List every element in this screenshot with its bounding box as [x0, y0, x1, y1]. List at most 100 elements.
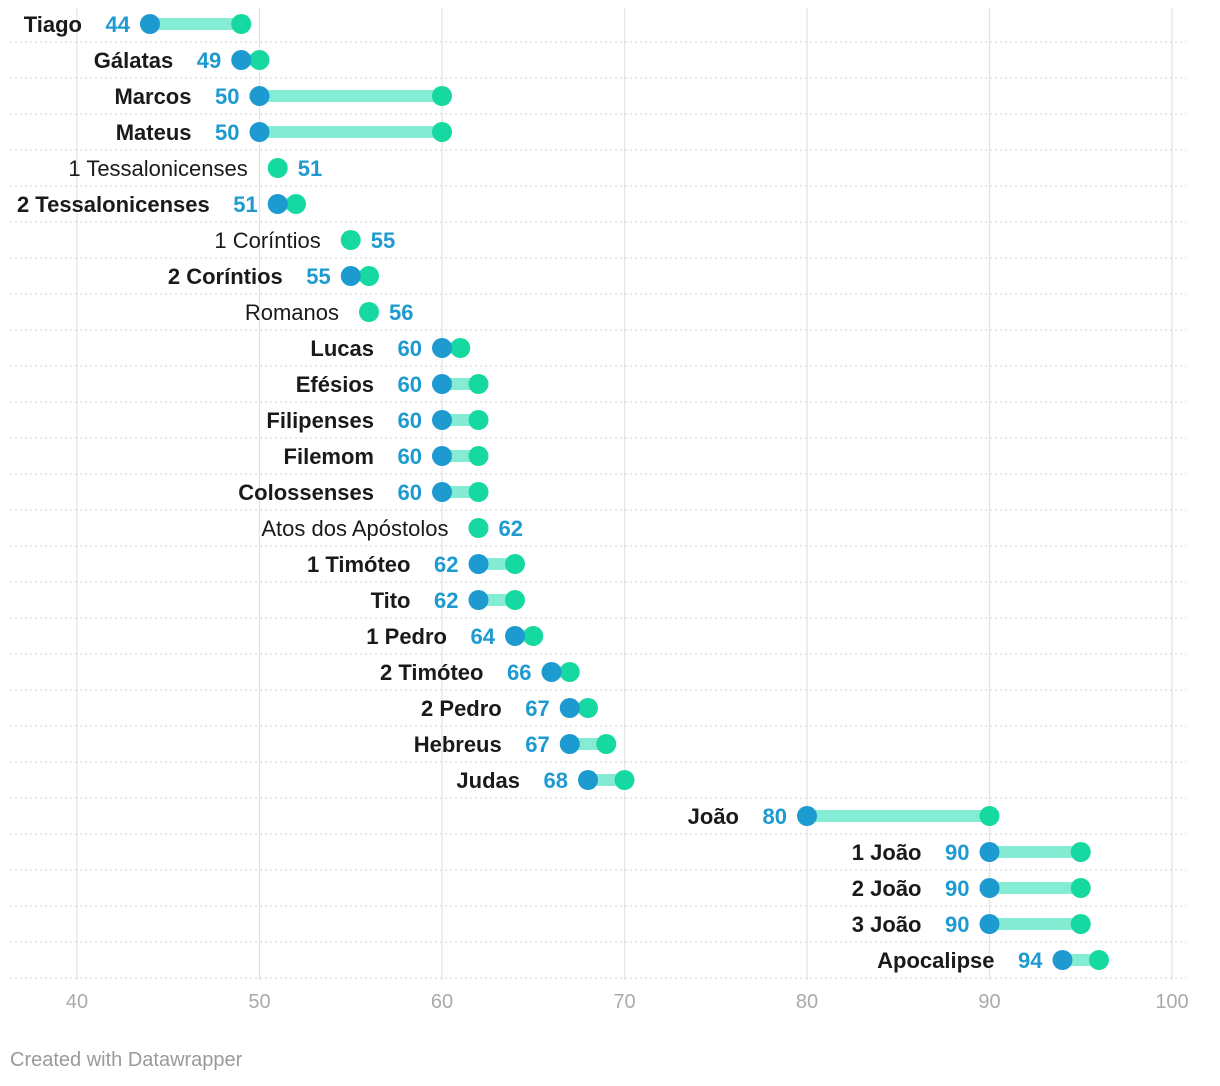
x-tick-label-50: 50 — [248, 991, 270, 1013]
row-2: 49 Gálatas — [94, 48, 270, 73]
start-dot — [468, 554, 489, 574]
x-tick-label-80: 80 — [796, 991, 818, 1013]
end-dot — [505, 590, 525, 610]
start-dot — [249, 86, 270, 106]
category-label: 2 Coríntios — [168, 264, 283, 289]
row-23: 80 João — [688, 804, 1000, 829]
end-dot — [578, 698, 598, 718]
start-dot — [432, 338, 452, 358]
row-18: 64 1 Pedro — [366, 624, 544, 649]
category-label: 1 Coríntios — [214, 228, 320, 253]
start-dot — [1052, 950, 1073, 970]
x-tick-label-70: 70 — [613, 991, 635, 1013]
end-dot — [432, 122, 452, 142]
end-dot — [523, 626, 544, 646]
start-dot — [505, 626, 525, 646]
category-label: 1 Pedro — [366, 624, 447, 649]
value-label: 60 — [398, 480, 422, 505]
category-label: 2 Timóteo — [380, 660, 484, 685]
datawrapper-credit: Created with Datawrapper — [10, 1049, 243, 1071]
category-label: Judas — [456, 768, 520, 793]
x-axis-ticks: 40 50 60 70 80 90 100 — [66, 991, 1189, 1013]
value-label: 50 — [215, 84, 239, 109]
end-dot — [596, 734, 617, 754]
row-8: 55 2 Coríntios — [168, 264, 379, 289]
end-dot — [559, 662, 580, 682]
category-label: João — [688, 804, 739, 829]
end-dot — [468, 446, 489, 466]
category-label: Gálatas — [94, 48, 174, 73]
start-dot — [797, 806, 817, 826]
category-label: Filipenses — [266, 408, 374, 433]
x-tick-label-40: 40 — [66, 991, 88, 1013]
start-dot — [468, 590, 489, 610]
value-label: 60 — [398, 444, 422, 469]
start-dot — [541, 662, 562, 682]
start-dot — [432, 482, 452, 502]
end-dot — [468, 410, 489, 430]
row-13: 60 Filemom — [284, 444, 489, 469]
row-4: 50 Mateus — [116, 120, 452, 145]
value-label: 67 — [525, 732, 549, 757]
row-separators — [10, 41, 1186, 979]
value-label: 60 — [398, 372, 422, 397]
row-5: 51 1 Tessalonicenses — [68, 156, 322, 181]
value-label: 56 — [389, 300, 413, 325]
value-label: 62 — [434, 552, 458, 577]
value-label: 68 — [544, 768, 568, 793]
row-3: 50 Marcos — [114, 84, 452, 109]
value-label: 66 — [507, 660, 531, 685]
category-label: 1 João — [852, 840, 922, 865]
row-15: 62 Atos dos Apóstolos — [261, 516, 523, 541]
start-dot — [140, 14, 160, 34]
start-dot — [249, 122, 270, 142]
end-dot — [468, 374, 489, 394]
row-17: 62 Tito — [371, 588, 525, 613]
end-dot — [267, 158, 288, 178]
start-dot — [559, 734, 580, 754]
value-label: 51 — [298, 156, 322, 181]
value-label: 90 — [945, 876, 969, 901]
start-dot — [979, 914, 1000, 934]
row-26: 90 3 João — [852, 912, 1091, 937]
end-dot — [1070, 914, 1091, 934]
category-label: Lucas — [310, 336, 374, 361]
end-dot — [1070, 878, 1091, 898]
start-dot — [432, 446, 452, 466]
start-dot — [979, 842, 1000, 862]
end-dot — [979, 806, 1000, 826]
value-label: 50 — [215, 120, 239, 145]
end-dot — [505, 554, 525, 574]
value-label: 64 — [471, 624, 496, 649]
start-dot — [559, 698, 580, 718]
row-7: 55 1 Coríntios — [214, 228, 395, 253]
x-tick-label-60: 60 — [431, 991, 453, 1013]
category-label: Hebreus — [414, 732, 502, 757]
row-14: 60 Colossenses — [238, 480, 489, 505]
end-dot — [468, 482, 489, 502]
category-label: Colossenses — [238, 480, 374, 505]
value-label: 62 — [434, 588, 458, 613]
value-label: 55 — [371, 228, 395, 253]
end-dot — [286, 194, 306, 214]
value-label: 80 — [763, 804, 787, 829]
end-dot — [1089, 950, 1109, 970]
end-dot — [468, 518, 489, 538]
value-label: 90 — [945, 912, 969, 937]
row-19: 66 2 Timóteo — [380, 660, 580, 685]
row-16: 62 1 Timóteo — [307, 552, 525, 577]
value-label: 90 — [945, 840, 969, 865]
end-dot — [1070, 842, 1091, 862]
row-24: 90 1 João — [852, 840, 1091, 865]
row-6: 51 2 Tessalonicenses — [17, 192, 306, 217]
end-dot — [340, 230, 361, 250]
category-label: Mateus — [116, 120, 192, 145]
category-label: Tito — [371, 588, 411, 613]
value-label: 49 — [197, 48, 221, 73]
value-label: 51 — [233, 192, 257, 217]
row-21: 67 Hebreus — [414, 732, 617, 757]
row-1: 44 Tiago — [24, 12, 252, 37]
value-label: 60 — [398, 336, 422, 361]
row-20: 67 2 Pedro — [421, 696, 598, 721]
